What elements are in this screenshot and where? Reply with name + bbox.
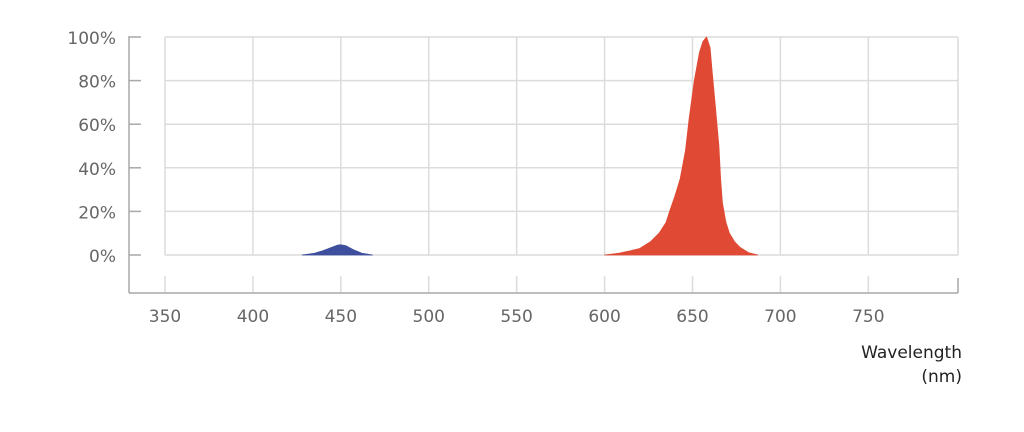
x-tick-label: 550 — [500, 307, 532, 327]
x-tick-label: 500 — [413, 307, 445, 327]
x-tick-label: 700 — [764, 307, 796, 327]
x-axis-unit: (nm) — [921, 367, 962, 387]
axes — [128, 36, 959, 294]
x-tick-label: 400 — [237, 307, 269, 327]
y-tick-label: 60% — [78, 116, 116, 136]
red-peak-area — [604, 36, 758, 256]
x-tick-label: 750 — [852, 307, 884, 327]
tick-labels: 0% 20% 40% 60% 80% 100% 350 400 450 500 550 600 650 7… — [67, 29, 884, 327]
blue-peak-area — [301, 244, 373, 256]
y-tick-label: 40% — [78, 160, 116, 180]
x-tick-label: 650 — [676, 307, 708, 327]
y-tick-label: 20% — [78, 203, 116, 223]
x-axis-label: Wavelength — [861, 343, 962, 363]
x-tick-label: 350 — [149, 307, 181, 327]
y-tick-label: 100% — [67, 29, 116, 49]
spectrum-areas — [301, 36, 758, 256]
y-tick-label: 0% — [89, 247, 116, 267]
x-tick-label: 600 — [588, 307, 620, 327]
grid — [164, 36, 959, 256]
y-tick-label: 80% — [78, 73, 116, 93]
x-tick-label: 450 — [325, 307, 357, 327]
